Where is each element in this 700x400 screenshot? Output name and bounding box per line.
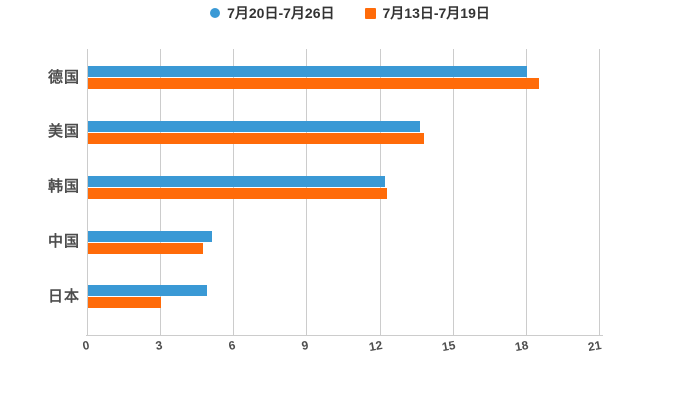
x-axis-tick-label: 3 bbox=[154, 338, 164, 353]
x-axis-tick-label: 18 bbox=[513, 338, 530, 355]
x-axis-tick-label: 0 bbox=[81, 338, 91, 353]
y-axis-category-label: 美国 bbox=[47, 123, 80, 140]
legend: 7月20日-7月26日 7月13日-7月19日 bbox=[0, 5, 700, 21]
y-axis-category-label: 韩国 bbox=[47, 178, 80, 195]
bar-德国-series-0[interactable] bbox=[88, 66, 527, 77]
x-axis-tick-label: 21 bbox=[586, 338, 603, 355]
bar-中国-series-1[interactable] bbox=[88, 242, 203, 254]
bar-日本-series-0[interactable] bbox=[88, 285, 208, 296]
gridline bbox=[87, 49, 88, 335]
bar-中国-series-0[interactable] bbox=[88, 230, 213, 242]
legend-item-week-jul13-19[interactable]: 7月13日-7月19日 bbox=[364, 5, 490, 21]
gridline bbox=[452, 49, 454, 335]
square-marker-icon bbox=[364, 7, 376, 19]
gridline bbox=[599, 49, 600, 335]
bar-德国-series-1[interactable] bbox=[88, 78, 540, 89]
x-axis-tick-label: 15 bbox=[440, 338, 457, 355]
bar-美国-series-1[interactable] bbox=[88, 132, 425, 144]
y-axis-category-label: 德国 bbox=[47, 68, 80, 86]
circle-marker-icon bbox=[210, 8, 221, 18]
legend-label: 7月20日-7月26日 bbox=[227, 5, 335, 21]
bar-日本-series-1[interactable] bbox=[88, 297, 162, 308]
x-axis-line bbox=[86, 335, 603, 336]
x-axis-tick-label: 12 bbox=[367, 338, 383, 355]
gridline bbox=[525, 49, 527, 335]
bar-美国-series-0[interactable] bbox=[88, 120, 420, 132]
y-axis-category-label: 中国 bbox=[47, 233, 80, 250]
bar-韩国-series-0[interactable] bbox=[88, 175, 386, 187]
x-axis-tick-label: 6 bbox=[227, 338, 237, 353]
bar-韩国-series-1[interactable] bbox=[88, 187, 387, 199]
y-axis-category-label: 日本 bbox=[47, 287, 80, 305]
legend-item-week-jul20-26[interactable]: 7月20日-7月26日 bbox=[210, 5, 335, 21]
legend-label: 7月13日-7月19日 bbox=[382, 5, 490, 21]
x-axis-tick-label: 9 bbox=[300, 338, 310, 353]
